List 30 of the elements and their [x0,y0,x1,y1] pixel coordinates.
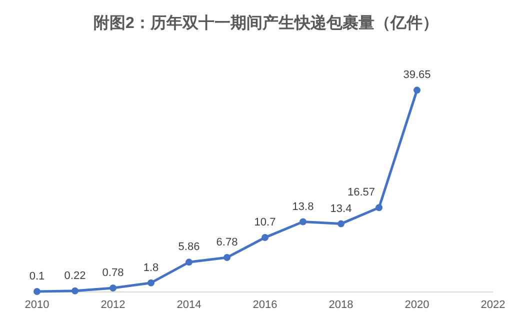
point [186,258,192,266]
x-tick-label: 2014 [176,299,202,311]
x-tick-label: 2016 [252,299,278,311]
data-label: 0.22 [64,270,86,282]
point [300,218,306,226]
data-label: 13.8 [292,200,314,213]
point [376,204,382,212]
data-label: 39.65 [403,69,431,82]
point [72,287,78,294]
point [110,284,116,292]
point [414,86,420,94]
x-tick-label: 2018 [328,299,354,311]
data-label: 6.78 [216,236,238,248]
x-tick-label: 2020 [404,299,430,311]
point [34,288,40,295]
x-tick-label: 2012 [100,299,126,311]
data-label: 1.8 [143,262,159,274]
title: 附图2：历年双十一期间产生快递包裹量（亿件） [94,15,438,32]
point [338,220,344,228]
data-label: 0.78 [102,267,124,280]
data-label: 5.86 [178,241,200,254]
data-label: 0.1 [29,270,45,282]
point [262,234,268,242]
data-label: 16.57 [347,186,375,199]
data-label: 10.7 [254,216,276,229]
point [148,279,154,286]
x-tick-label: 2022 [480,299,506,311]
x-tick-label: 2010 [24,299,50,311]
point [224,254,230,261]
data-label: 13.4 [330,202,352,215]
